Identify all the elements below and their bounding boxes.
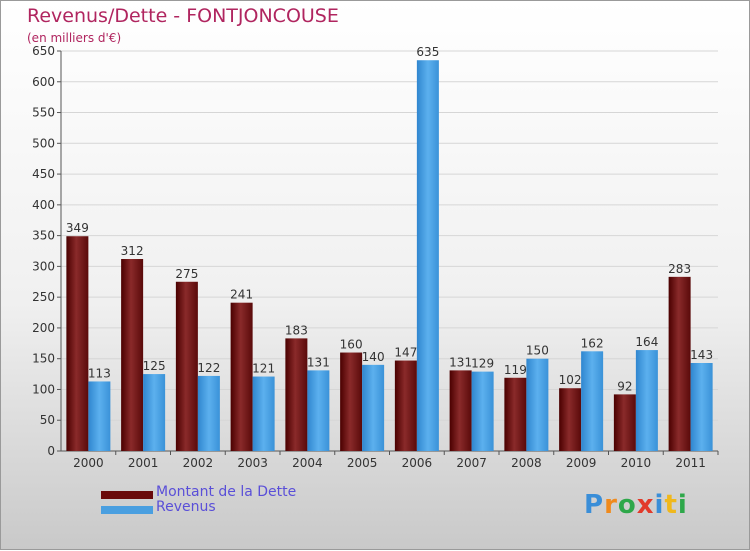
data-label-dette: 275 <box>175 267 198 281</box>
logo-letter: x <box>636 490 655 520</box>
data-label-revenus: 162 <box>581 336 604 350</box>
bar-dette-2009 <box>559 388 582 451</box>
data-label-dette: 147 <box>394 346 417 360</box>
bars <box>66 60 713 451</box>
legend-swatch-debt <box>101 491 153 499</box>
data-label-dette: 160 <box>340 338 363 352</box>
x-tick-label: 2004 <box>292 456 323 470</box>
bar-dette-2007 <box>449 370 472 451</box>
data-label-revenus: 125 <box>143 359 166 373</box>
data-label-dette: 92 <box>617 379 632 393</box>
data-label-revenus: 122 <box>197 361 220 375</box>
bar-revenus-2000 <box>88 381 111 451</box>
y-tick-label: 600 <box>32 75 55 89</box>
data-label-dette: 283 <box>668 262 691 276</box>
y-tick-label: 300 <box>32 259 55 273</box>
chart-subtitle: (en milliers d'€) <box>27 31 122 45</box>
y-tick-label: 650 <box>32 44 55 58</box>
bar-revenus-2007 <box>471 371 494 451</box>
bar-dette-2006 <box>394 360 417 451</box>
data-label-dette: 131 <box>449 355 472 369</box>
data-label-revenus: 150 <box>526 344 549 358</box>
chart-title: Revenus/Dette - FONTJONCOUSE <box>27 5 339 27</box>
x-tick-label: 2000 <box>73 456 104 470</box>
logo-letter: P <box>584 490 605 520</box>
data-label-revenus: 129 <box>471 357 494 371</box>
y-tick-label: 500 <box>32 136 55 150</box>
x-tick-label: 2007 <box>456 456 487 470</box>
logo-letter: i <box>654 490 665 520</box>
proxiti-logo: Proxiti <box>584 490 688 520</box>
logo-letter: r <box>604 490 618 520</box>
bar-dette-2008 <box>504 377 527 451</box>
y-tick-label: 250 <box>32 290 55 304</box>
legend-label-revenus: Revenus <box>156 499 216 515</box>
y-tick-label: 100 <box>32 382 55 396</box>
bar-revenus-2002 <box>197 375 220 451</box>
logo-letter: t <box>664 490 678 520</box>
x-tick-label: 2002 <box>183 456 214 470</box>
legend-swatch-revenus <box>101 506 153 514</box>
bar-dette-2011 <box>668 276 691 451</box>
data-label-revenus: 164 <box>635 335 658 349</box>
bar-dette-2002 <box>175 281 198 451</box>
data-label-revenus: 113 <box>88 366 111 380</box>
y-tick-label: 200 <box>32 321 55 335</box>
bar-revenus-2001 <box>143 374 166 451</box>
bar-dette-2004 <box>285 338 308 451</box>
data-label-revenus: 635 <box>416 45 439 59</box>
bar-revenus-2003 <box>252 376 275 451</box>
data-label-dette: 119 <box>504 363 527 377</box>
axes: 0 50 100 150 200 250 300 350 400 450 500 550 600 650 2… <box>32 44 719 470</box>
legend-label-debt: Montant de la Dette <box>156 484 297 500</box>
x-tick-label: 2001 <box>128 456 159 470</box>
bar-revenus-2011 <box>690 363 713 451</box>
y-tick-label: 550 <box>32 106 55 120</box>
data-label-dette: 102 <box>559 373 582 387</box>
bar-revenus-2009 <box>581 351 604 451</box>
y-tick-label: 0 <box>47 444 55 458</box>
data-label-revenus: 143 <box>690 348 713 362</box>
bar-revenus-2005 <box>362 364 385 451</box>
y-tick-label: 350 <box>32 229 55 243</box>
y-tick-label: 450 <box>32 167 55 181</box>
bar-dette-2003 <box>230 302 253 451</box>
bar-revenus-2008 <box>526 358 549 451</box>
x-tick-label: 2003 <box>237 456 268 470</box>
logo-letter: o <box>617 490 637 520</box>
x-tick-label: 2006 <box>402 456 433 470</box>
data-label-revenus: 121 <box>252 362 275 376</box>
data-label-dette: 183 <box>285 323 308 337</box>
bar-dette-2001 <box>121 259 144 451</box>
bar-revenus-2004 <box>307 370 330 451</box>
data-label-dette: 349 <box>66 221 89 235</box>
bar-dette-2005 <box>340 352 363 451</box>
y-tick-label: 400 <box>32 198 55 212</box>
x-tick-label: 2009 <box>566 456 597 470</box>
bar-dette-2010 <box>613 394 636 451</box>
x-tick-label: 2008 <box>511 456 542 470</box>
x-tick-label: 2005 <box>347 456 378 470</box>
data-label-dette: 241 <box>230 288 253 302</box>
grid-lines <box>61 50 718 452</box>
data-label-revenus: 140 <box>362 350 385 364</box>
bar-revenus-2010 <box>635 350 658 451</box>
y-tick-label: 50 <box>40 413 55 427</box>
data-label-dette: 312 <box>121 244 144 258</box>
logo-letter: i <box>677 490 688 520</box>
x-tick-label: 2010 <box>621 456 652 470</box>
data-label-revenus: 131 <box>307 355 330 369</box>
x-tick-label: 2011 <box>675 456 706 470</box>
bar-revenus-2006 <box>416 60 439 451</box>
y-tick-label: 150 <box>32 352 55 366</box>
bar-dette-2000 <box>66 236 89 451</box>
